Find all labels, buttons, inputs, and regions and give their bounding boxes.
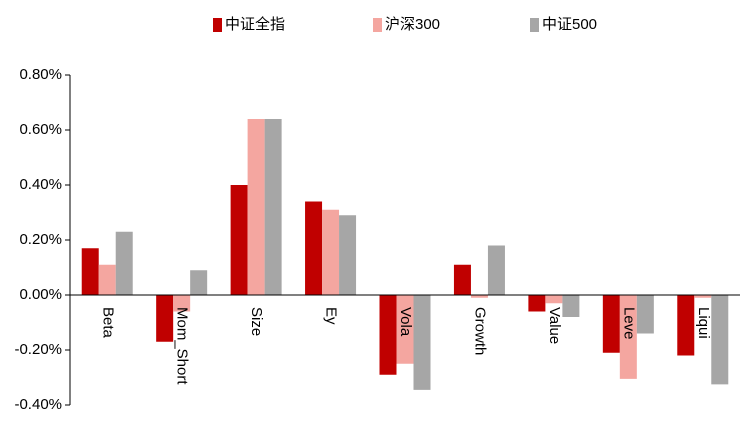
bar (322, 209, 340, 295)
bar (694, 295, 712, 298)
y-tick-label: -0.20% (14, 341, 62, 358)
y-tick-label: 0.40% (19, 176, 62, 193)
y-tick-label: -0.40% (14, 396, 62, 413)
x-tick-label: Growth (471, 307, 488, 355)
y-tick-label: 0.80% (19, 66, 62, 83)
bar (636, 295, 654, 334)
bar (528, 295, 546, 312)
bar (396, 295, 414, 364)
x-tick-label: Size (248, 307, 265, 336)
bar (339, 215, 357, 295)
bar (545, 295, 563, 304)
bar (115, 231, 133, 295)
x-tick-label: Liqui (695, 307, 712, 339)
bar (413, 295, 431, 390)
bar (619, 295, 637, 379)
x-tick-label: Leve (620, 307, 637, 340)
bar (156, 295, 174, 342)
bar (247, 119, 265, 295)
bar (81, 248, 99, 295)
bar (453, 264, 471, 295)
x-tick-label: Vola (397, 307, 414, 337)
bar (562, 295, 580, 317)
bar (305, 201, 323, 295)
legend-label: 中证500 (542, 16, 597, 33)
bar (264, 119, 282, 295)
bar (379, 295, 397, 375)
bar (230, 185, 248, 295)
x-tick-label: Value (546, 307, 563, 344)
bar (470, 295, 488, 298)
bar (190, 270, 208, 295)
legend-label: 沪深300 (385, 16, 440, 33)
bar (173, 295, 191, 312)
legend-swatch (373, 18, 382, 32)
legend-swatch (213, 18, 222, 32)
y-tick-label: 0.00% (19, 286, 62, 303)
x-tick-label: Ey (323, 307, 340, 325)
bar (487, 245, 505, 295)
y-tick-label: 0.60% (19, 121, 62, 138)
legend-swatch (530, 18, 539, 32)
bar (98, 264, 116, 295)
bar (677, 295, 695, 356)
x-tick-label: Mom_Short (174, 307, 191, 385)
y-tick-label: 0.20% (19, 231, 62, 248)
bar (602, 295, 620, 353)
bar (711, 295, 729, 385)
legend-label: 中证全指 (225, 15, 285, 33)
x-tick-label: Beta (99, 307, 116, 339)
